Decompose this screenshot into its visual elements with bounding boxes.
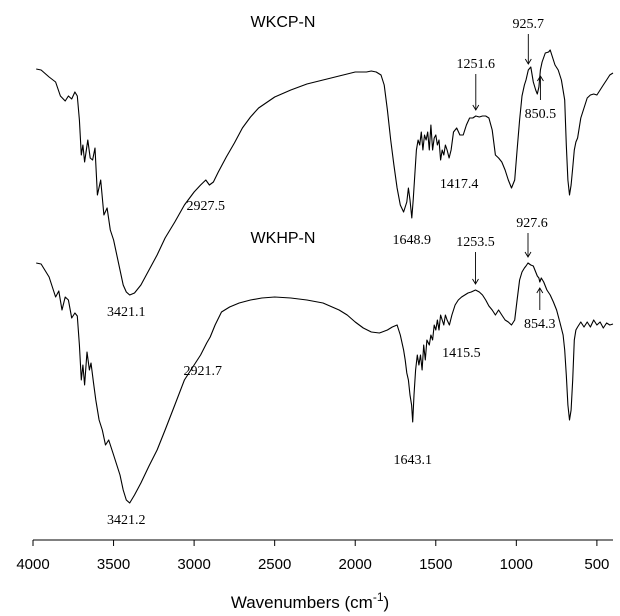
series-line-wkcp-n [36,49,614,296]
annotation-label: 2927.5 [187,199,226,214]
x-tick-label: 2000 [339,556,372,573]
x-axis-title-close: ) [384,593,390,612]
x-axis-ticks: 4000 3500 3000 2500 2000 1500 1000 500 [16,540,609,573]
annotation-1417-4: 1417.4 [440,177,479,192]
annotation-label: 925.7 [513,17,545,32]
annotation-label: 854.3 [524,317,556,332]
annotation-927-6: 927.6 [516,216,548,258]
x-axis: 4000 3500 3000 2500 2000 1500 1000 500 [16,539,613,573]
x-tick-label: 4000 [16,556,49,573]
annotation-925-7: 925.7 [513,17,545,65]
series-label-wkhp-n: WKHP-N [251,230,316,247]
annotation-label: 1648.9 [393,233,432,248]
annotation-label: 850.5 [525,107,557,122]
x-axis-title: Wavenumbers (cm-1) [231,590,389,612]
annotation-arrowhead-icon [536,287,544,294]
annotation-1648-9: 1648.9 [393,233,432,248]
series-labels: WKCP-N WKHP-N [251,14,316,247]
annotation-854-3: 854.3 [524,287,556,332]
annotation-label: 927.6 [516,216,548,231]
annotation-label: 2921.7 [183,364,222,379]
series-lines [36,49,614,504]
annotation-3421-1: 3421.1 [107,305,146,320]
x-tick-label: 500 [584,556,609,573]
x-tick-label: 1500 [419,556,452,573]
annotation-label: 1253.5 [456,235,495,250]
annotation-label: 1643.1 [393,453,432,468]
x-axis-title-superscript: -1 [373,590,384,604]
annotation-label: 3421.2 [107,513,146,528]
annotation-arrowhead-icon [472,104,480,111]
annotation-label: 1417.4 [440,177,479,192]
annotation-2921-7: 2921.7 [183,364,222,379]
annotation-1643-1: 1643.1 [393,453,432,468]
annotation-1253-5: 1253.5 [456,235,495,285]
annotation-arrowhead-icon [524,58,532,65]
x-tick-label: 3500 [97,556,130,573]
annotation-label: 1251.6 [457,57,496,72]
series-line-wkhp-n [36,262,614,504]
annotation-label: 1415.5 [442,346,481,361]
annotation-arrowhead-icon [472,278,479,285]
peak-annotations: 3421.1 2927.5 1648.9 1417.4 1251.6 925.7 850.5… [107,17,556,528]
annotation-1415-5: 1415.5 [442,346,481,361]
annotation-arrowhead-icon [537,75,544,82]
annotation-850-5: 850.5 [525,75,557,122]
annotation-2927-5: 2927.5 [187,199,226,214]
x-tick-label: 3000 [177,556,210,573]
x-axis-title-text: Wavenumbers (cm [231,593,373,612]
x-tick-label: 1000 [500,556,533,573]
annotation-arrowhead-icon [524,251,532,258]
annotation-label: 3421.1 [107,305,146,320]
annotation-1251-6: 1251.6 [457,57,496,111]
annotation-3421-2: 3421.2 [107,513,146,528]
series-label-wkcp-n: WKCP-N [251,14,316,31]
x-tick-label: 2500 [258,556,291,573]
